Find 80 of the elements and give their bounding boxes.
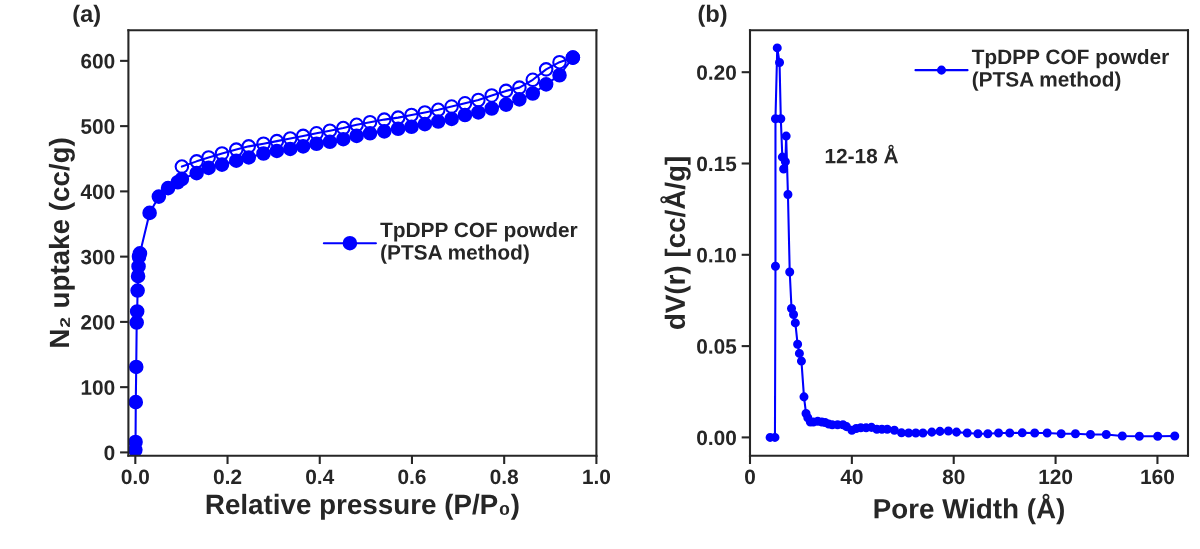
point	[390, 110, 406, 125]
point	[457, 107, 473, 123]
point	[512, 80, 527, 95]
point	[471, 105, 486, 120]
point	[417, 116, 433, 132]
point	[377, 112, 392, 127]
y-tick-label: 0.05	[697, 339, 737, 354]
point	[128, 359, 144, 375]
point	[362, 114, 378, 130]
point	[174, 159, 190, 174]
chart-title: (a)	[73, 4, 100, 27]
x-tick-label: 0.4	[306, 469, 335, 485]
point	[457, 95, 473, 111]
point	[322, 123, 338, 138]
y-tick-label: 300	[80, 249, 115, 265]
x-tick-label: 1.0	[583, 469, 611, 485]
y-tick-label: 0.20	[697, 65, 736, 80]
point	[498, 97, 514, 112]
point	[282, 131, 298, 146]
point	[189, 154, 204, 169]
annotation: 12-18 Å	[825, 144, 899, 164]
y-axis-title: N₂ uptake (cc/g)	[48, 138, 75, 347]
point	[538, 62, 554, 77]
point	[214, 146, 230, 161]
y-axis-title: dV(r) [cc/Å/g]	[660, 157, 691, 329]
legend-label: TpDPP COF powder (PTSA method)	[971, 48, 1169, 91]
y-tick-label: 0.15	[697, 156, 737, 172]
point	[174, 171, 190, 187]
point	[538, 77, 554, 92]
y-tick-label: 600	[81, 53, 115, 69]
x-tick-label: 160	[1141, 469, 1174, 485]
point	[335, 120, 351, 136]
point	[525, 72, 541, 88]
x-tick-label: 0.6	[398, 469, 426, 485]
point	[484, 101, 500, 116]
point	[404, 107, 419, 123]
point	[552, 54, 567, 70]
point	[349, 117, 364, 133]
point	[430, 114, 446, 129]
y-tick-label: 200	[81, 314, 115, 330]
point	[444, 99, 459, 114]
point	[525, 86, 541, 101]
point	[309, 126, 324, 141]
x-tick-label: 0.8	[490, 469, 519, 485]
y-tick-label: 0	[104, 445, 115, 461]
y-tick-label: 500	[81, 119, 115, 134]
y-tick-label: 0.00	[697, 430, 736, 446]
point	[552, 67, 567, 83]
x-tick-label: 120	[1039, 469, 1073, 485]
point	[377, 124, 392, 139]
point	[128, 394, 144, 410]
point	[229, 142, 244, 157]
x-tick-label: 0.0	[121, 469, 149, 485]
point	[430, 102, 446, 118]
y-tick-label: 0.10	[697, 247, 736, 263]
point	[241, 139, 257, 154]
point	[498, 83, 514, 99]
x-axis-title: Pore Width (Å)	[874, 493, 1064, 525]
point	[471, 92, 486, 108]
x-tick-label: 80	[942, 469, 965, 485]
point	[129, 304, 145, 319]
x-tick-label: 40	[840, 469, 863, 485]
point	[484, 88, 500, 103]
y-tick-label: 100	[81, 380, 115, 395]
point	[241, 150, 257, 165]
x-tick-label: 0.2	[213, 469, 242, 485]
x-axis-title: Relative pressure (P/P₀)	[206, 493, 519, 520]
point	[269, 133, 285, 149]
point	[151, 189, 167, 204]
y-tick-label: 400	[80, 184, 115, 200]
point	[362, 126, 378, 141]
point	[130, 283, 145, 298]
chart-title: (b)	[698, 4, 727, 27]
point	[417, 105, 433, 120]
legend-label: TpDPP COF powder (PTSA method)	[380, 222, 578, 264]
point	[444, 111, 459, 127]
x-tick-label: 0	[745, 469, 755, 485]
point	[142, 205, 157, 221]
point	[201, 150, 216, 165]
point	[512, 92, 527, 107]
